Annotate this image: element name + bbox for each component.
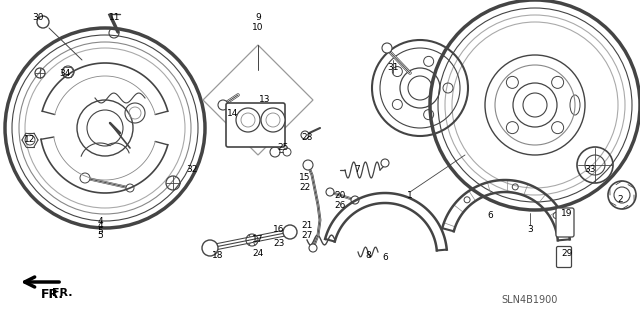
Text: 14: 14 <box>227 108 239 117</box>
Text: 12: 12 <box>24 136 36 145</box>
Text: 29: 29 <box>561 249 573 257</box>
Text: 23: 23 <box>273 239 285 248</box>
Text: SLN4B1900: SLN4B1900 <box>502 295 558 305</box>
Text: 18: 18 <box>212 250 224 259</box>
Text: 34: 34 <box>60 69 70 78</box>
Circle shape <box>126 184 134 192</box>
Text: FR.: FR. <box>52 288 72 298</box>
Text: 24: 24 <box>252 249 264 257</box>
Text: 30: 30 <box>32 13 44 23</box>
Circle shape <box>236 108 260 132</box>
Text: 27: 27 <box>301 232 313 241</box>
Text: 32: 32 <box>186 166 198 174</box>
FancyBboxPatch shape <box>556 208 574 237</box>
Text: 5: 5 <box>97 227 103 236</box>
Text: 4: 4 <box>97 218 103 226</box>
Text: FR.: FR. <box>40 288 63 301</box>
Text: 5: 5 <box>97 231 103 240</box>
Text: 16: 16 <box>273 226 285 234</box>
Circle shape <box>301 131 309 139</box>
Text: 6: 6 <box>382 254 388 263</box>
Circle shape <box>303 160 313 170</box>
Text: 28: 28 <box>301 133 313 143</box>
Text: 22: 22 <box>300 183 310 192</box>
FancyBboxPatch shape <box>557 247 572 268</box>
Circle shape <box>382 43 392 53</box>
Text: 15: 15 <box>300 174 311 182</box>
Circle shape <box>326 188 334 196</box>
FancyBboxPatch shape <box>226 103 285 147</box>
Circle shape <box>218 100 228 110</box>
Text: 7: 7 <box>354 166 360 174</box>
Text: 2: 2 <box>617 196 623 204</box>
Text: 3: 3 <box>527 226 533 234</box>
Circle shape <box>202 240 218 256</box>
Text: 33: 33 <box>584 166 596 174</box>
Text: 6: 6 <box>487 211 493 219</box>
Text: 19: 19 <box>561 209 573 218</box>
Text: 13: 13 <box>259 95 271 105</box>
Text: 26: 26 <box>334 202 346 211</box>
Text: 31: 31 <box>387 63 399 72</box>
Text: 17: 17 <box>252 235 264 244</box>
Text: 8: 8 <box>365 250 371 259</box>
Circle shape <box>261 108 285 132</box>
Circle shape <box>283 225 297 239</box>
Text: 1: 1 <box>407 190 413 199</box>
Text: 25: 25 <box>277 144 289 152</box>
Text: 9: 9 <box>255 13 261 23</box>
Text: 10: 10 <box>252 24 264 33</box>
Circle shape <box>381 159 389 167</box>
Text: 20: 20 <box>334 191 346 201</box>
Text: 21: 21 <box>301 221 313 231</box>
Circle shape <box>309 244 317 252</box>
Text: 4: 4 <box>97 220 103 229</box>
Circle shape <box>351 196 359 204</box>
Circle shape <box>80 173 90 183</box>
Text: 11: 11 <box>109 13 121 23</box>
